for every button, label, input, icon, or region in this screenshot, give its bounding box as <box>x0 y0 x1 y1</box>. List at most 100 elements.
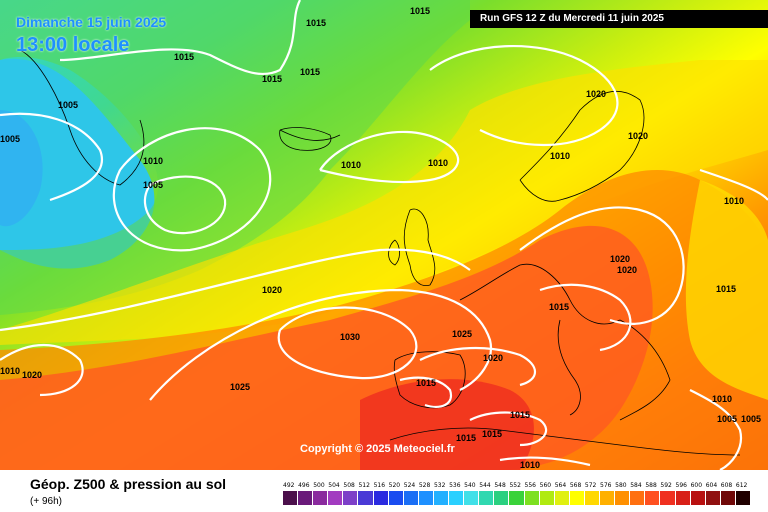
legend-value-label: 508 <box>343 482 355 489</box>
legend-color-swatch <box>600 491 615 505</box>
isobar-label: 1015 <box>416 378 436 388</box>
iberia-coast <box>393 351 466 409</box>
legend-value-label: 492 <box>283 482 295 489</box>
legend-color-swatch <box>373 491 388 505</box>
isobar-labels: 1015 1015 1015 1015 1015 1005 1005 1010 … <box>0 6 761 470</box>
isobar-label: 1015 <box>300 67 320 77</box>
legend-color-swatch <box>283 491 298 505</box>
legend-value-label: 568 <box>569 482 582 489</box>
legend-color-swatch <box>539 491 554 505</box>
isobar-label: 1010 <box>712 394 732 404</box>
coastlines <box>19 49 741 456</box>
legend-value-label: 584 <box>630 482 642 489</box>
isobar-1010-atlantic <box>319 130 460 184</box>
isobar-label: 1015 <box>510 410 530 420</box>
isobar-label: 1010 <box>724 196 744 206</box>
legend-value-label: 516 <box>373 482 386 489</box>
legend-color-swatch <box>705 491 720 505</box>
legend-value-label: 580 <box>615 482 627 489</box>
isobar-label: 1015 <box>482 429 502 439</box>
legend-value-label: 536 <box>449 482 461 489</box>
legend-color-swatch <box>675 491 690 505</box>
isobar-label: 1010 <box>143 156 163 166</box>
isobar-1015-iberia <box>399 376 453 408</box>
isobar-1025-big <box>149 288 493 401</box>
isobar-label: 1020 <box>628 131 648 141</box>
legend-value-label: 520 <box>388 482 401 489</box>
isobar-1005-west <box>0 112 103 202</box>
legend-color-swatch <box>509 491 524 505</box>
band-green <box>0 0 470 315</box>
isobar-label: 1020 <box>610 254 630 264</box>
isobar-label: 1005 <box>58 100 78 110</box>
isobar-1015-med <box>469 411 548 447</box>
weather-map: 1015 1015 1015 1015 1015 1005 1005 1010 … <box>0 0 768 470</box>
forecast-time: 13:00 locale <box>16 34 130 56</box>
isobar-1010-bottom <box>499 456 591 467</box>
isobar-label: 1020 <box>22 370 42 380</box>
band-deep-red <box>360 379 534 470</box>
isobar-1015-europe <box>539 283 632 352</box>
legend-value-label: 576 <box>600 482 612 489</box>
legend-color-swatch <box>433 491 449 505</box>
legend-color-swatch <box>298 491 313 505</box>
forecast-date: Dimanche 15 juin 2025 <box>16 14 167 30</box>
legend-color-swatch <box>690 491 705 505</box>
legend-value-label: 572 <box>584 482 597 489</box>
isobar-1020-europe <box>519 206 685 325</box>
isobar-label: 1010 <box>341 160 361 170</box>
iceland-coast <box>279 127 332 151</box>
legend-color-swatch <box>615 491 630 505</box>
isobar-label: 1015 <box>306 18 326 28</box>
legend-color-swatch <box>343 491 358 505</box>
isobar-1010-southeast <box>689 389 743 470</box>
isobar-label: 1010 <box>0 366 20 376</box>
isobar-1015-north <box>59 0 301 75</box>
legend-value-label: 600 <box>690 482 703 489</box>
legend-value-label: 548 <box>494 482 506 489</box>
isobar-label: 1020 <box>586 89 606 99</box>
legend-value-label: 604 <box>705 482 718 489</box>
legend-value-label: 564 <box>554 482 567 489</box>
band-yellow <box>0 60 768 345</box>
isobar-label: 1025 <box>452 329 472 339</box>
forecast-lead-time: (+ 96h) <box>30 496 62 507</box>
scandinavia-coast <box>519 91 645 202</box>
legend-value-label: 588 <box>645 482 657 489</box>
isobars <box>0 0 768 470</box>
isobar-1030-ring <box>277 306 418 380</box>
legend-value-label: 512 <box>358 482 370 489</box>
run-info-banner: Run GFS 12 Z du Mercredi 11 juin 2025 <box>470 10 768 28</box>
isobar-label: 1005 <box>741 414 761 424</box>
legend-color-swatch <box>735 491 750 505</box>
isobar-label: 1005 <box>0 134 20 144</box>
legend-color-swatch <box>449 491 464 505</box>
legend-value-label: 608 <box>720 482 733 489</box>
legend-value-label: 560 <box>539 482 552 489</box>
legend-value-label: 500 <box>313 482 325 489</box>
isobar-label: 1010 <box>428 158 448 168</box>
legend-color-swatch <box>388 491 403 505</box>
band-cyan <box>0 58 155 269</box>
legend-color-swatch <box>479 491 494 505</box>
legend-color-swatch <box>418 491 433 505</box>
legend-value-label: 592 <box>660 482 672 489</box>
isobar-label: 1005 <box>717 414 737 424</box>
legend-value-label: 612 <box>735 482 748 489</box>
legend-color-swatch <box>584 491 600 505</box>
legend-color-swatch <box>554 491 569 505</box>
greenland-coast <box>19 49 341 186</box>
legend-color-swatch <box>720 491 735 505</box>
british-isles-coast <box>388 208 436 287</box>
legend-value-label: 544 <box>479 482 491 489</box>
isobar-1020-south <box>419 346 537 387</box>
isobar-label: 1015 <box>174 52 194 62</box>
isobar-label: 1005 <box>143 180 163 190</box>
isobar-1010-ring <box>112 127 272 252</box>
legend-value-label: 556 <box>524 482 536 489</box>
isobar-1015-arc <box>429 44 619 147</box>
legend-color-swatch <box>569 491 584 505</box>
bottom-panel: Géop. Z500 & pression au sol (+ 96h) 492… <box>0 470 768 512</box>
isobar-label: 1020 <box>617 265 637 275</box>
isobar-label: 1015 <box>410 6 430 16</box>
